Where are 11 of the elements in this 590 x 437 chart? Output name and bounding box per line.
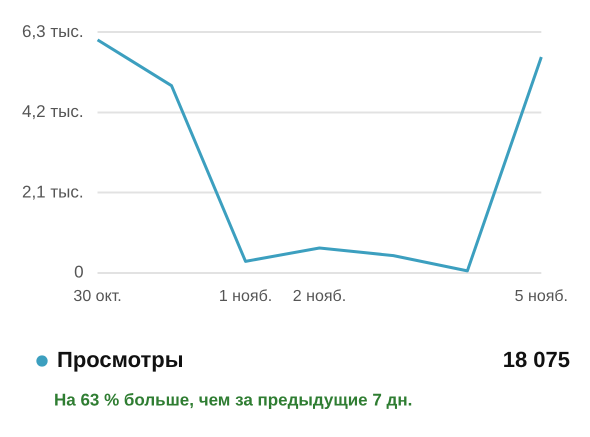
x-tick-label: 5 нояб. — [514, 288, 568, 305]
x-tick-label: 30 окт. — [73, 288, 122, 305]
text: На 63 % больше, чем за предыдущие 7 дн. — [54, 390, 412, 410]
y-tick-label: 2,1 тыс. — [22, 182, 84, 202]
legend-label: Просмотры — [57, 347, 184, 372]
x-tick-label: 2 нояб. — [292, 288, 346, 305]
y-tick-label: 6,3 тыс. — [22, 22, 84, 41]
text: 18 075 — [502, 347, 570, 372]
x-tick-label: 1 нояб. — [218, 288, 272, 305]
y-tick-label: 0 — [74, 262, 84, 282]
y-tick-label: 4,2 тыс. — [22, 102, 84, 122]
